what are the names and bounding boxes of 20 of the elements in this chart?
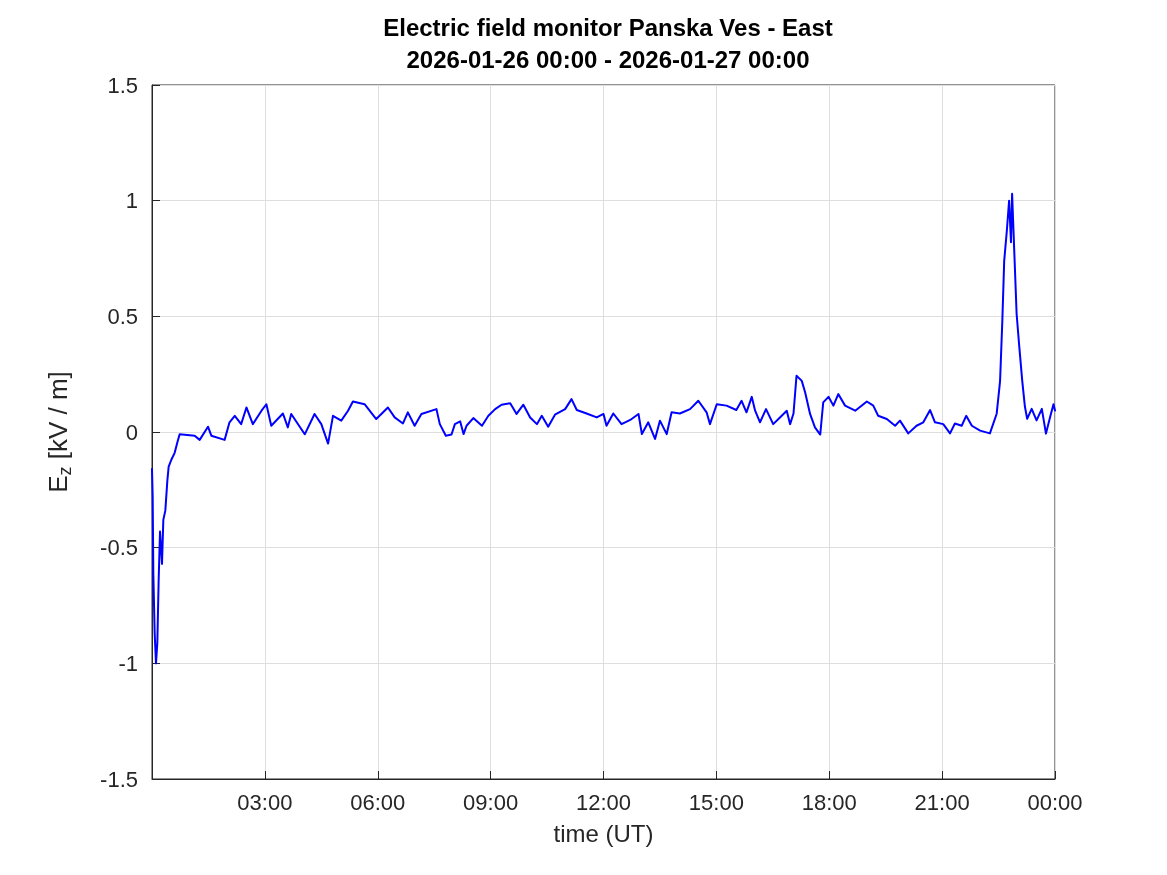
x-tick-label: 15:00	[688, 789, 744, 815]
x-tick-label: 00:00	[1027, 789, 1083, 815]
y-tick-label: 1	[125, 188, 138, 214]
x-tick-label: 21:00	[914, 789, 970, 815]
y-tick-label: 0.5	[107, 303, 138, 329]
x-tick-label: 03:00	[237, 789, 293, 815]
y-tick-label: -1	[118, 650, 138, 676]
y-tick-label: -1.5	[100, 766, 138, 792]
x-axis-title: time (UT)	[553, 819, 654, 847]
chart-subtitle: 2026-01-26 00:00 - 2026-01-27 00:00	[406, 45, 810, 73]
y-axis-title: Ez [kV / m]	[43, 371, 75, 493]
y-tick-label: 1.5	[107, 72, 138, 98]
y-tick-label: -0.5	[100, 535, 138, 561]
x-tick-label: 12:00	[575, 789, 632, 815]
x-tick-label: 06:00	[350, 789, 406, 815]
chart-title: Electric field monitor Panska Ves - East	[383, 13, 833, 41]
line-series	[151, 192, 1056, 665]
x-tick-label: 18:00	[801, 789, 857, 815]
y-tick-label: 0	[125, 419, 138, 445]
x-tick-label: 09:00	[463, 789, 519, 815]
